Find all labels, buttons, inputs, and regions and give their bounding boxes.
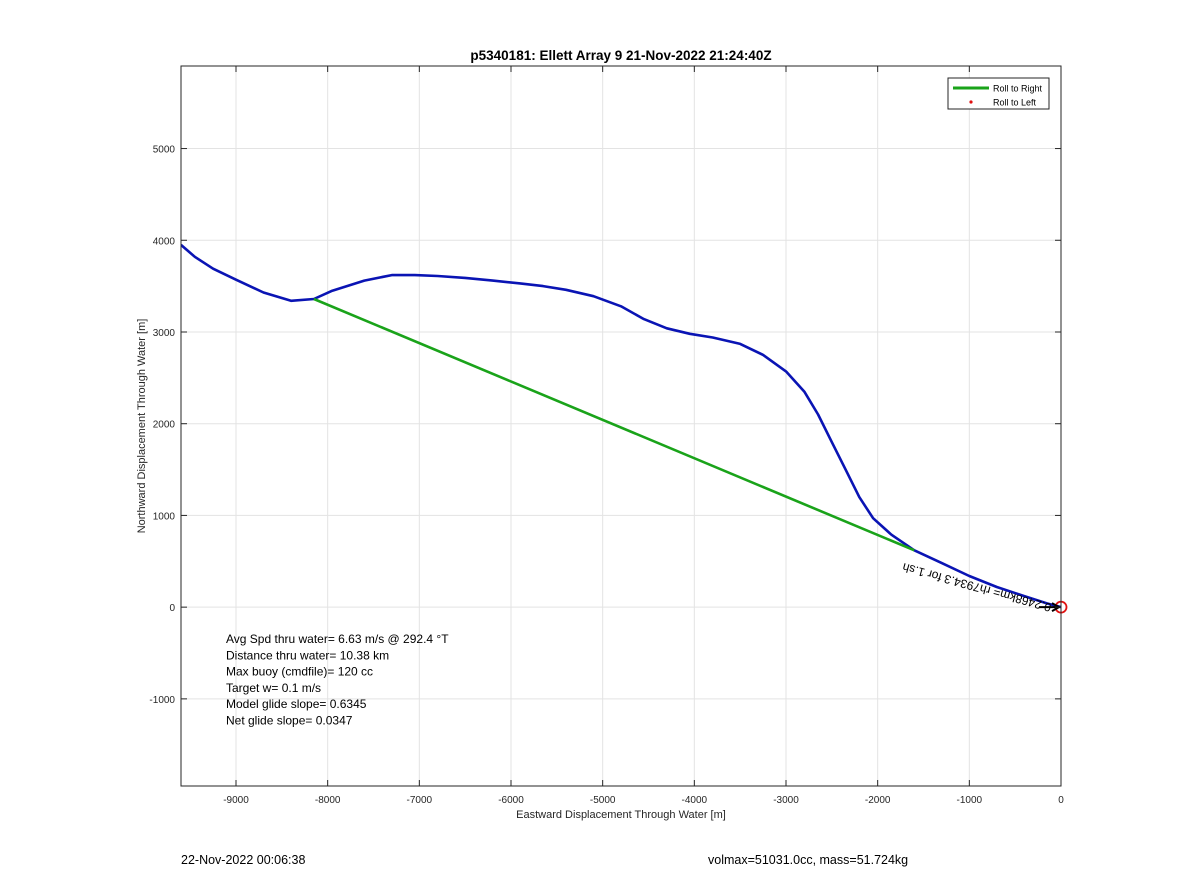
x-tick-label: -6000: [498, 795, 524, 806]
roll-right-line: [313, 297, 915, 552]
legend-label: Roll to Right: [993, 84, 1043, 94]
x-tick-label: -1000: [957, 795, 983, 806]
stats-annotation: Model glide slope= 0.6345: [226, 697, 367, 711]
legend-label: Roll to Left: [993, 98, 1037, 108]
x-tick-label: -8000: [315, 795, 341, 806]
stats-annotation: Target w= 0.1 m/s: [226, 681, 321, 695]
stats-annotation: Net glide slope= 0.0347: [226, 714, 353, 728]
footer-timestamp: 22-Nov-2022 00:06:38: [181, 853, 306, 867]
x-tick-label: -5000: [590, 795, 616, 806]
chart-title: p5340181: Ellett Array 9 21-Nov-2022 21:…: [470, 48, 771, 63]
stats-annotation: Distance thru water= 10.38 km: [226, 648, 389, 662]
x-tick-label: -3000: [773, 795, 799, 806]
footer-volmax-mass: volmax=51031.0cc, mass=51.724kg: [708, 853, 909, 867]
y-tick-label: 0: [169, 603, 175, 614]
y-tick-label: -1000: [149, 695, 175, 706]
stats-annotation: Avg Spd thru water= 6.63 m/s @ 292.4 °T: [226, 632, 449, 646]
x-tick-label: 0: [1058, 795, 1064, 806]
x-tick-label: -9000: [223, 795, 249, 806]
legend-dot-swatch: [969, 100, 973, 104]
x-tick-label: -2000: [865, 795, 891, 806]
x-tick-label: -7000: [407, 795, 433, 806]
legend: Roll to Right Roll to Left: [947, 77, 1050, 110]
y-tick-label: 5000: [153, 145, 176, 156]
y-axis-label: Northward Displacement Through Water [m]: [136, 319, 148, 534]
y-tick-label: 1000: [153, 511, 176, 522]
plot-frame: [180, 65, 1062, 787]
glider-track-line: [181, 243, 1061, 609]
legend-box: [947, 77, 1050, 110]
y-tick-label: 4000: [153, 236, 176, 247]
y-tick-label: 2000: [153, 420, 176, 431]
x-axis-label: Eastward Displacement Through Water [m]: [516, 809, 726, 821]
ticks: -9000 -8000 -7000 -6000 -5000 -4000 -3000 -2000…: [149, 66, 1064, 806]
x-tick-label: -4000: [682, 795, 708, 806]
stats-annotation: Max buoy (cmdfile)= 120 cc: [226, 665, 373, 679]
y-tick-label: 3000: [153, 328, 176, 339]
